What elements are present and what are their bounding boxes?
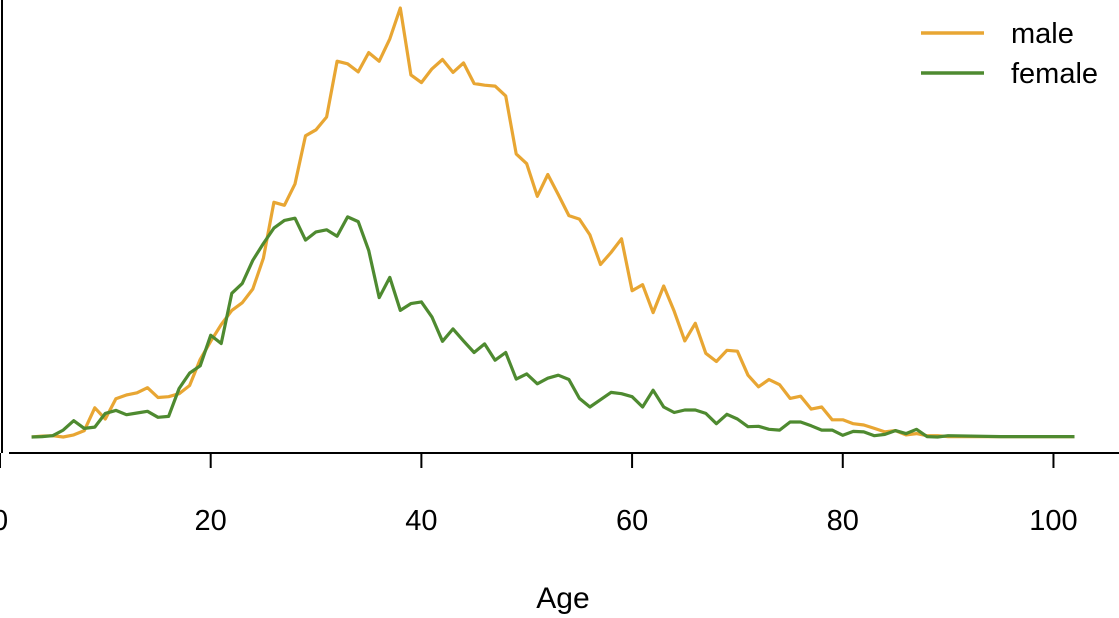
x-axis-label: Age bbox=[536, 582, 589, 615]
legend-label-female: female bbox=[1011, 58, 1098, 90]
x-tick-label: 0 bbox=[0, 505, 8, 537]
x-axis-ticks: 0 20 40 60 80 100 bbox=[0, 453, 1078, 537]
x-tick-label: 60 bbox=[616, 505, 648, 537]
x-tick-label: 20 bbox=[195, 505, 227, 537]
x-tick-label: 40 bbox=[405, 505, 437, 537]
series-lines bbox=[31, 6, 1075, 439]
legend: male female bbox=[921, 18, 1098, 90]
x-tick-label: 80 bbox=[827, 505, 859, 537]
x-tick-label: 100 bbox=[1029, 505, 1077, 537]
series-line-male bbox=[31, 6, 1075, 439]
legend-label-male: male bbox=[1011, 18, 1074, 50]
series-line-female bbox=[31, 215, 1075, 439]
